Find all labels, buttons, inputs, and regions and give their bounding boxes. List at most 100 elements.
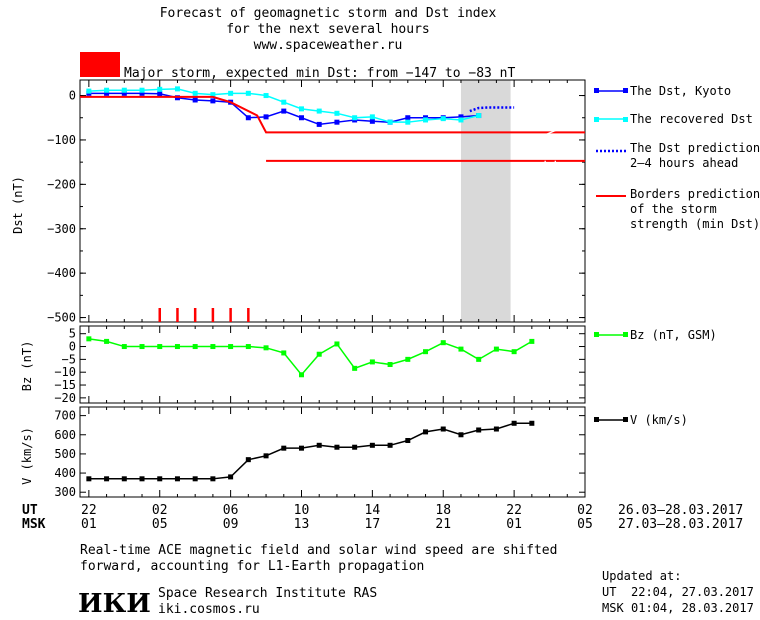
v-series-point [157,476,163,482]
dst-recovered-point [104,87,110,93]
v-series-point [458,432,464,438]
msk-tick-label: 21 [435,517,451,532]
v-series-point [298,445,304,451]
v-series-point [104,476,110,482]
dst-kyoto-point [192,97,198,103]
v-series-line [88,422,532,480]
bz-series-point [245,344,251,350]
updated-msk-label: MSK [602,601,624,615]
dst-recovered-point [245,90,251,96]
bz-ytick-label: −15 [54,378,76,392]
dst-kyoto-point [245,115,251,121]
dst-ytick-label: −400 [47,266,76,280]
bz-series-point [529,338,535,344]
dst-kyoto-point [210,98,216,104]
dst-ytick-label: −100 [47,133,76,147]
ut-tick-label: 14 [365,503,381,518]
v-ytick-label: 300 [54,485,76,499]
dst-kyoto-point [316,121,322,127]
dst-recovered-point [440,116,446,122]
msk-tick-label: 13 [294,517,310,532]
ut-range: 26.03–28.03.2017 [618,503,743,518]
bz-series-point [298,372,304,378]
legend-prediction-line1: The Dst prediction [630,141,760,155]
ut-tick-label: 18 [435,503,451,518]
bz-series-point [263,345,269,351]
bz-series-point [458,346,464,352]
dst-recovered-point [405,119,411,125]
msk-tick-label: 05 [577,517,593,532]
legend-borders: Borders prediction of the storm strength… [596,187,760,231]
footer-note1: Real-time ACE magnetic field and solar w… [80,543,557,558]
dst-prediction-line [469,106,515,113]
header-line3: www.spaceweather.ru [254,38,403,53]
dst-ytick-label: 0 [69,89,76,103]
msk-range: 27.03–28.03.2017 [618,517,743,532]
legend-v-label: V (km/s) [630,413,688,427]
dst-recovered-point [210,92,216,98]
ut-tick-label: 02 [152,503,168,518]
dst-kyoto-point [104,90,110,96]
dst-kyoto-point [139,90,145,96]
v-series-point [476,427,482,433]
legend-dst-label: The Dst, Kyoto [630,84,731,98]
msk-tick-label: 01 [506,517,522,532]
v-series-point [121,476,127,482]
bz-series-point [493,346,499,352]
bz-series-point [210,344,216,350]
storm-indicator [80,52,120,77]
institute-site: iki.cosmos.ru [158,602,260,617]
dst-ytick-label: −200 [47,177,76,191]
msk-tick-label: 09 [223,517,239,532]
dst-recovered-point [352,115,358,121]
legend-bz-label: Bz (nT, GSM) [630,328,717,342]
storm-border-line [80,95,585,134]
header-line2: for the next several hours [226,22,430,37]
dst-kyoto-point [157,91,163,97]
bz-series-point [139,344,145,350]
prediction-label: PREDICTION [541,122,560,278]
legend-recovered: The recovered Dst [594,112,753,126]
dst-recovered-point [157,86,163,92]
v-series-point [352,444,358,450]
dst-recovered-point [139,87,145,93]
v-ytick-label: 600 [54,428,76,442]
ut-tick-label: 22 [81,503,97,518]
dst-recovered-point [228,90,234,96]
dst-kyoto-point [281,108,287,114]
dst-recovered-point [174,86,180,92]
bz-ytick-label: −10 [54,365,76,379]
dst-kyoto-point [334,119,340,125]
institute-name: Space Research Institute RAS [158,586,377,601]
updated-ut-label: UT [602,585,616,599]
legend-prediction-line2: 2–4 hours ahead [630,156,738,170]
dst-kyoto-point [369,118,375,124]
dst-recovered-point [86,88,92,94]
v-series-point [440,426,446,432]
msk-tick-label: 01 [81,517,97,532]
bz-series-point [387,362,393,367]
v-series-point [529,420,535,426]
legend-borders-line1: Borders prediction [630,187,760,201]
updated-label: Updated at: [602,569,681,583]
bz-series-line [88,338,533,376]
legend-dst: The Dst, Kyoto [594,84,731,98]
v-series-point [139,476,145,482]
ut-tick-label: 02 [577,503,593,518]
legend-v: V (km/s) [594,413,688,427]
ut-label: UT [22,503,38,518]
v-panel: 300 400 500 600 700 [54,406,586,499]
dst-recovered-point [387,119,393,125]
bz-ytick-label: −5 [62,352,76,366]
dst-recovered-point [476,113,482,119]
updated-msk: 01:04, 28.03.2017 [631,601,754,615]
v-ytick-label: 700 [54,409,76,423]
v-frame [79,406,586,498]
v-series-point [316,442,322,448]
bz-series-point [157,344,163,350]
v-series-point [174,476,180,482]
bz-ytick-label: 0 [69,340,76,354]
dst-ytick-label: −300 [47,222,76,236]
